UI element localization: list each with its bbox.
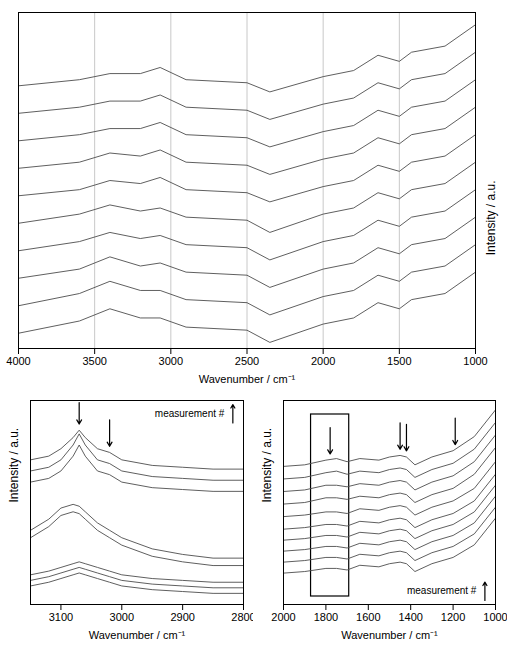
svg-text:1600: 1600 (356, 611, 380, 623)
svg-text:2900: 2900 (170, 611, 194, 623)
svg-text:2500: 2500 (235, 355, 259, 367)
svg-text:3000: 3000 (110, 611, 134, 623)
svg-text:1400: 1400 (398, 611, 422, 623)
svg-text:Wavenumber / cm⁻¹: Wavenumber / cm⁻¹ (199, 373, 296, 385)
svg-text:3000: 3000 (159, 355, 183, 367)
svg-text:Wavenumber / cm⁻¹: Wavenumber / cm⁻¹ (341, 629, 438, 641)
svg-text:2800: 2800 (231, 611, 253, 623)
svg-text:2000: 2000 (311, 355, 335, 367)
svg-text:1500: 1500 (387, 355, 411, 367)
svg-text:1200: 1200 (441, 611, 465, 623)
svg-text:measurement #: measurement # (407, 585, 477, 596)
svg-text:2000: 2000 (271, 611, 295, 623)
svg-text:measurement #: measurement # (155, 408, 225, 419)
svg-text:Intensity / a.u.: Intensity / a.u. (260, 428, 274, 503)
svg-text:Wavenumber / cm⁻¹: Wavenumber / cm⁻¹ (89, 629, 186, 641)
svg-text:3500: 3500 (82, 355, 106, 367)
svg-text:4000: 4000 (6, 355, 30, 367)
svg-text:1000: 1000 (483, 611, 507, 623)
svg-text:1000: 1000 (463, 355, 487, 367)
svg-text:3100: 3100 (49, 611, 73, 623)
svg-text:Intensity / a.u.: Intensity / a.u. (484, 181, 498, 256)
svg-text:Intensity / a.u.: Intensity / a.u. (7, 428, 21, 503)
svg-text:1800: 1800 (314, 611, 338, 623)
